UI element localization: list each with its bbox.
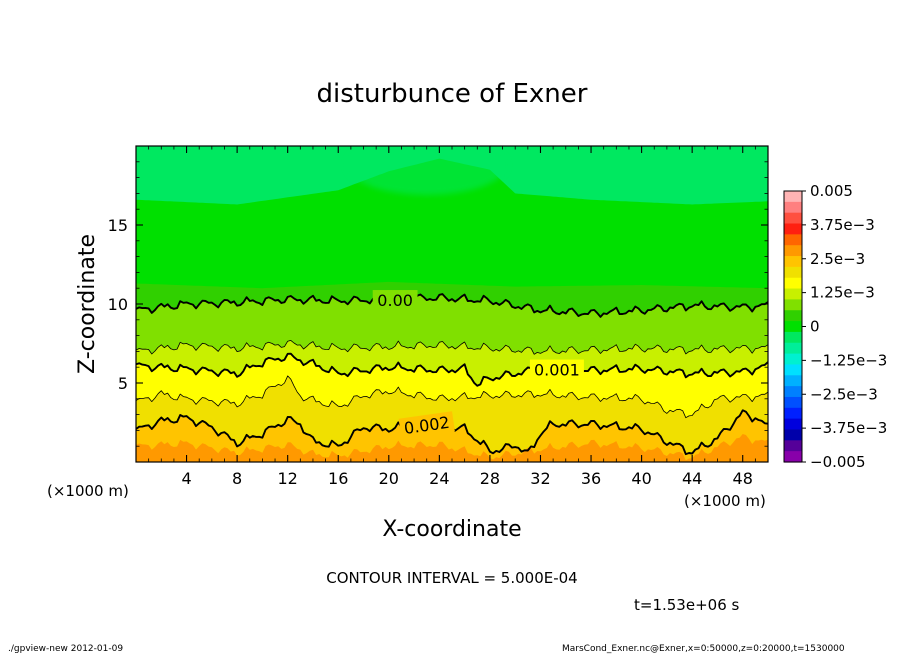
- colorbar-swatch: [784, 310, 802, 322]
- colorbar-swatch: [784, 223, 802, 235]
- colorbar-swatch: [784, 386, 802, 398]
- colorbar-swatch: [784, 212, 802, 225]
- contour-line-0.0005: [136, 340, 768, 355]
- colorbar-swatch: [784, 321, 802, 333]
- contour-label-bg: [372, 290, 418, 311]
- x-tick-label: 16: [328, 469, 348, 488]
- colorbar-label: −1.25e−3: [810, 351, 887, 369]
- colorbar: 0.005 3.75e−3 2.5e−3 1.25e−3 0 −1.25e−3 −2.5e−…: [783, 182, 887, 471]
- colorbar-label: 3.75e−3: [810, 216, 875, 234]
- time-label: t=1.53e+06 s: [634, 596, 740, 614]
- colorbar-swatch: [784, 245, 802, 257]
- colorbar-swatch: [784, 396, 802, 409]
- colorbar-swatch: [784, 451, 802, 463]
- x-tick-label: 4: [181, 469, 191, 488]
- colorbar-swatch: [784, 234, 802, 246]
- colorbar-label: 2.5e−3: [810, 250, 865, 268]
- x-tick-label: 32: [530, 469, 550, 488]
- x-tick-label: 8: [232, 469, 242, 488]
- colorbar-label: −0.005: [810, 453, 866, 471]
- colorbar-swatch: [784, 342, 802, 355]
- x-tick-label: 12: [278, 469, 298, 488]
- x-tick-label: 40: [631, 469, 651, 488]
- y-tick-label: 5: [118, 374, 128, 393]
- contour-label-bg: [529, 359, 584, 380]
- colorbar-swatch: [784, 201, 802, 214]
- colorbar-swatch: [784, 364, 802, 376]
- colorbar-swatch: [784, 277, 802, 290]
- upper-bulge: [346, 146, 507, 195]
- x-tick-label: 44: [682, 469, 702, 488]
- x-tick-label: 24: [429, 469, 449, 488]
- colorbar-swatch: [784, 407, 802, 420]
- contour-line-0: [136, 292, 768, 318]
- x-unit-right: (×1000 m): [684, 492, 766, 510]
- x-unit-left: (×1000 m): [47, 482, 129, 500]
- x-tick-label: 48: [733, 469, 753, 488]
- x-tick-label: 36: [581, 469, 601, 488]
- contour-line-0.0015: [136, 375, 768, 419]
- contour-line-0.001: [136, 352, 768, 387]
- contour-label-text: 0.001: [534, 361, 580, 380]
- colorbar-swatch: [784, 418, 802, 431]
- colorbar-swatch: [784, 429, 802, 441]
- program-info: ./gpview-new 2012-01-09: [8, 644, 123, 654]
- colorbar-label: 1.25e−3: [810, 284, 875, 302]
- contour-label-0.00: 0.00: [372, 290, 418, 311]
- contour-interval: CONTOUR INTERVAL = 5.000E-04: [326, 569, 577, 587]
- x-tick-label: 28: [480, 469, 500, 488]
- colorbar-swatch: [784, 256, 802, 268]
- band-neg-1.25e-3: [136, 146, 768, 205]
- contour-label-0.001: 0.001: [529, 359, 584, 380]
- colorbar-label: 0: [810, 318, 820, 336]
- colorbar-swatch: [784, 353, 802, 366]
- colorbar-label: 0.005: [810, 182, 853, 200]
- y-tick-label: 15: [108, 216, 128, 235]
- y-axis-label: Z-coordinate: [75, 234, 100, 374]
- x-axis-ticks: 4 8 12 16 20 24 28 32 36 40 44 48: [148, 146, 756, 488]
- x-tick-label: 20: [379, 469, 399, 488]
- colorbar-swatch: [784, 331, 802, 344]
- colorbar-swatch: [784, 266, 802, 279]
- colorbar-label: −3.75e−3: [810, 419, 887, 437]
- contour-label-text: 0.00: [377, 291, 413, 310]
- contour-label-bg: [398, 411, 455, 439]
- colorbar-swatch: [784, 288, 802, 300]
- colorbar-swatch: [784, 299, 802, 311]
- x-axis-label: X-coordinate: [382, 517, 521, 542]
- y-axis-ticks: 5 10 15: [108, 161, 768, 447]
- chart-title: disturbunce of Exner: [317, 79, 588, 109]
- colorbar-swatch: [784, 375, 802, 387]
- source-info: MarsCond_Exner.nc@Exner,x=0:50000,z=0:20…: [562, 644, 845, 654]
- colorbar-label: −2.5e−3: [810, 385, 878, 403]
- y-tick-label: 10: [108, 295, 128, 314]
- band-2.5e-3-3e-3: [136, 434, 768, 462]
- colorbar-swatch: [784, 191, 802, 203]
- colorbar-swatch: [784, 440, 802, 452]
- filled-contours: [136, 146, 768, 462]
